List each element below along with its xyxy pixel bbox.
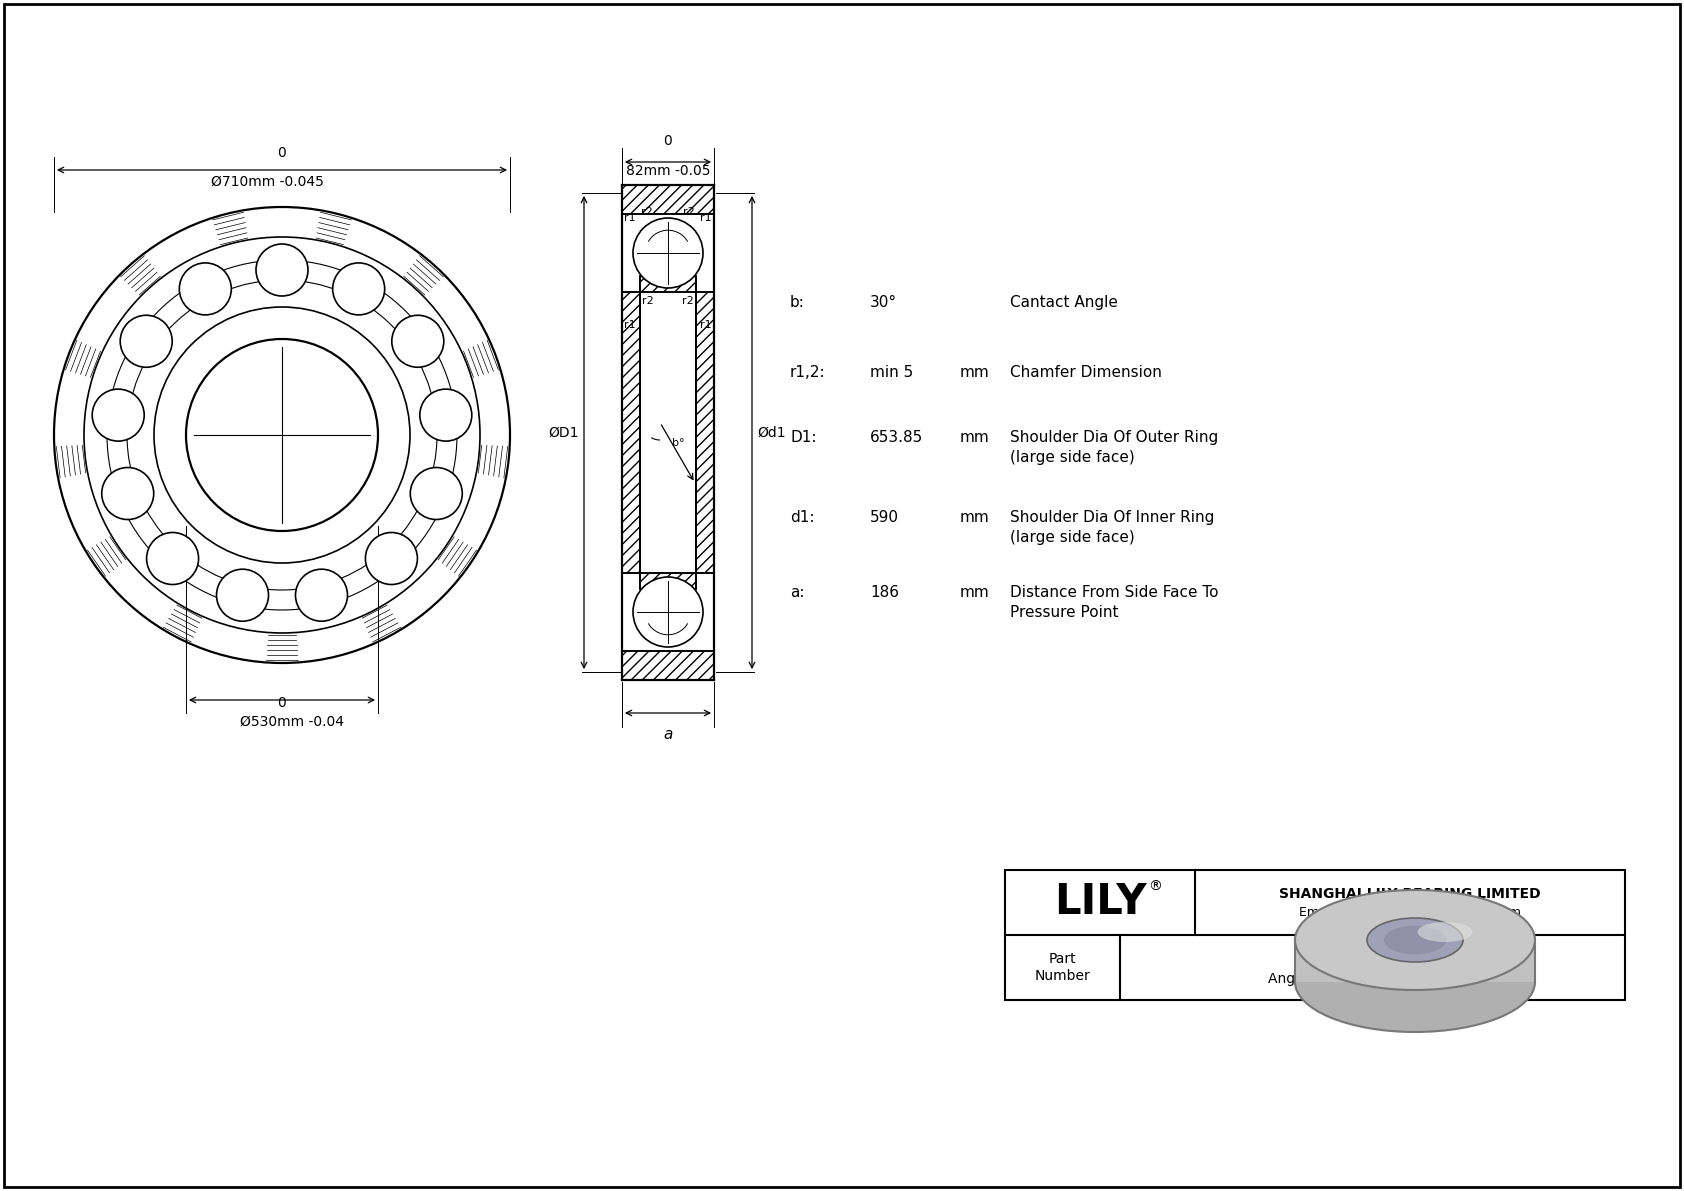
Text: D1:: D1:: [790, 430, 817, 445]
Text: r2: r2: [642, 207, 653, 217]
Text: mm: mm: [960, 510, 990, 525]
Text: 82mm -0.05: 82mm -0.05: [626, 164, 711, 177]
Text: Ø710mm -0.045: Ø710mm -0.045: [210, 175, 323, 189]
Text: 30°: 30°: [871, 295, 898, 310]
Text: Shoulder Dia Of Outer Ring: Shoulder Dia Of Outer Ring: [1010, 430, 1218, 445]
Circle shape: [633, 576, 702, 647]
Circle shape: [217, 569, 268, 622]
Text: Pressure Point: Pressure Point: [1010, 605, 1118, 621]
Text: r1: r1: [701, 213, 712, 223]
Text: 0: 0: [278, 146, 286, 160]
Text: r2: r2: [684, 207, 695, 217]
Text: (large side face): (large side face): [1010, 530, 1135, 545]
Text: Chamfer Dimension: Chamfer Dimension: [1010, 364, 1162, 380]
Text: 719/530 ACM: 719/530 ACM: [1307, 950, 1438, 968]
Ellipse shape: [1295, 890, 1536, 990]
Ellipse shape: [1367, 918, 1463, 962]
Circle shape: [256, 244, 308, 297]
Text: 0: 0: [278, 696, 286, 710]
Circle shape: [120, 316, 172, 367]
Text: r2: r2: [682, 297, 694, 306]
Text: r1: r1: [625, 320, 635, 330]
Text: Distance From Side Face To: Distance From Side Face To: [1010, 585, 1219, 600]
Bar: [621, 651, 714, 680]
Ellipse shape: [1384, 925, 1447, 954]
Circle shape: [101, 468, 153, 519]
Text: 186: 186: [871, 585, 899, 600]
Text: r1: r1: [625, 213, 635, 223]
Text: 590: 590: [871, 510, 899, 525]
Circle shape: [633, 218, 702, 288]
Text: ØD1: ØD1: [549, 425, 579, 439]
Bar: [640, 573, 695, 590]
Bar: [621, 292, 640, 573]
Text: a:: a:: [790, 585, 805, 600]
Text: Cantact Angle: Cantact Angle: [1010, 295, 1118, 310]
Circle shape: [333, 263, 384, 314]
Text: Part
Number: Part Number: [1034, 953, 1090, 983]
Text: b:: b:: [790, 295, 805, 310]
Text: Ød1: Ød1: [758, 425, 786, 439]
Text: d1:: d1:: [790, 510, 815, 525]
Text: mm: mm: [960, 430, 990, 445]
Text: Angular Contact Ball Bearings: Angular Contact Ball Bearings: [1268, 973, 1477, 986]
Circle shape: [419, 389, 472, 441]
Ellipse shape: [1418, 922, 1472, 942]
Circle shape: [365, 532, 418, 585]
Text: mm: mm: [960, 585, 990, 600]
Text: b°: b°: [672, 437, 684, 448]
Text: LILY: LILY: [1054, 881, 1147, 923]
Text: 653.85: 653.85: [871, 430, 923, 445]
Bar: [640, 276, 695, 292]
Text: r1: r1: [701, 320, 712, 330]
Text: ®: ®: [1148, 879, 1162, 893]
Text: (large side face): (large side face): [1010, 450, 1135, 464]
Text: min 5: min 5: [871, 364, 913, 380]
Text: 0: 0: [663, 135, 672, 148]
Circle shape: [295, 569, 347, 622]
Bar: [695, 292, 714, 573]
Circle shape: [411, 468, 463, 519]
Bar: [621, 185, 714, 214]
Bar: [1005, 869, 1625, 1000]
Circle shape: [392, 316, 445, 367]
Text: r2: r2: [642, 297, 653, 306]
Text: Ø530mm -0.04: Ø530mm -0.04: [241, 715, 344, 729]
Circle shape: [179, 263, 231, 314]
Text: SHANGHAI LILY BEARING LIMITED: SHANGHAI LILY BEARING LIMITED: [1280, 887, 1541, 902]
Text: mm: mm: [960, 364, 990, 380]
Text: r1,2:: r1,2:: [790, 364, 825, 380]
Circle shape: [147, 532, 199, 585]
Circle shape: [93, 389, 145, 441]
Text: a: a: [663, 727, 672, 742]
FancyBboxPatch shape: [1295, 940, 1536, 983]
Text: Shoulder Dia Of Inner Ring: Shoulder Dia Of Inner Ring: [1010, 510, 1214, 525]
Ellipse shape: [1295, 933, 1536, 1031]
Text: Email: lilybearing@lily-bearing.com: Email: lilybearing@lily-bearing.com: [1298, 906, 1521, 919]
